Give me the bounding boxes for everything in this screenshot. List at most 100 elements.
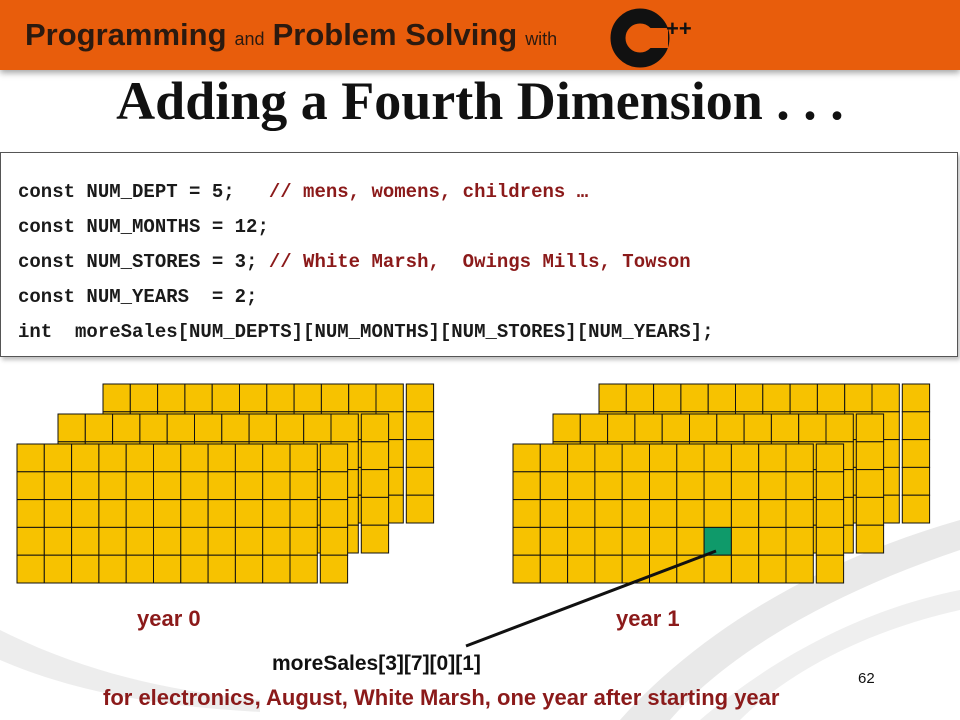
array-cell [855, 524, 885, 554]
array-cell [539, 471, 569, 501]
array-cell [43, 526, 73, 556]
array-cell [539, 554, 569, 584]
array-cell [234, 443, 264, 473]
array-cell [43, 443, 73, 473]
code-line-3: const NUM_STORES = 3; // White Marsh, Ow… [18, 251, 691, 273]
array-cell [289, 499, 318, 528]
array-cell [102, 383, 131, 413]
array-cell [855, 441, 885, 471]
array-cell [319, 443, 349, 473]
array-cell [758, 443, 787, 473]
array-cell [789, 383, 818, 413]
array-cell [594, 471, 623, 501]
array-cell [758, 554, 787, 584]
array-cell [539, 443, 569, 473]
array-cell [901, 411, 931, 441]
slide-title: Adding a Fourth Dimension . . . [116, 71, 844, 131]
array-cell [855, 469, 885, 498]
array-cell [512, 554, 541, 584]
array-cell [129, 383, 159, 413]
header-banner: Programming and Problem Solving with ++ [0, 0, 960, 70]
array-cell [676, 443, 705, 473]
array-cell [649, 499, 678, 528]
array-cell [207, 499, 236, 528]
cpp-logo-icon: ++ [610, 8, 692, 68]
array-cell [598, 383, 627, 413]
banner-word-with: with [525, 29, 558, 49]
array-cell [275, 413, 305, 443]
array-cell [785, 499, 814, 528]
banner-word-and: and [234, 29, 265, 49]
array-cell [567, 443, 596, 473]
array-cell [512, 499, 541, 528]
array-cell [405, 411, 435, 441]
array-cell [901, 466, 931, 496]
array-cell [512, 471, 541, 501]
array-cell [758, 499, 787, 528]
grid-layer-sheet [512, 443, 845, 584]
array-cell [330, 413, 359, 443]
array-cell [262, 554, 291, 584]
array-cell [707, 383, 737, 413]
array-cell [180, 526, 209, 556]
array-cell [360, 469, 390, 498]
array-cell [180, 471, 209, 501]
array-cell [360, 413, 390, 443]
code-line-2: const NUM_MONTHS = 12; [18, 216, 269, 238]
array-cell [289, 526, 318, 556]
array-cell [319, 526, 349, 556]
highlighted-cell [703, 526, 732, 556]
array-cell [71, 526, 100, 556]
array-cell [649, 471, 678, 501]
array-cell [607, 413, 636, 443]
array-cell [567, 526, 596, 556]
array-cell [16, 526, 45, 556]
array-cell [320, 383, 350, 413]
array-cell [16, 499, 45, 528]
array-cell [157, 383, 186, 413]
code-line-4: const NUM_YEARS = 2; [18, 286, 257, 308]
array-cell [139, 413, 168, 443]
array-cell [567, 499, 596, 528]
array-cell [758, 526, 787, 556]
array-cell [234, 471, 264, 501]
array-cell [207, 471, 236, 501]
array-cell [153, 471, 182, 501]
banner-word-problem-solving: Problem Solving [272, 17, 518, 52]
array-cell [166, 413, 195, 443]
array-cell [221, 413, 250, 443]
array-cell [758, 471, 787, 501]
array-cell [676, 526, 705, 556]
array-cell [234, 526, 264, 556]
grid-layer-sheet [16, 443, 349, 584]
array-cell [16, 554, 45, 584]
array-cell [180, 499, 209, 528]
array-cell [71, 443, 100, 473]
array-cell [319, 499, 349, 528]
array-cell [539, 499, 569, 528]
array-cell [735, 383, 764, 413]
array-cell [539, 526, 569, 556]
array-cell [594, 499, 623, 528]
array-cell [71, 471, 100, 501]
array-cell [625, 383, 655, 413]
array-cell [266, 383, 295, 413]
array-cell [594, 443, 623, 473]
array-cell [125, 471, 154, 501]
array-cell [289, 554, 318, 584]
array-cell [303, 413, 332, 443]
array-cell [180, 443, 209, 473]
array-cell [770, 413, 800, 443]
array-cell [405, 466, 435, 496]
array-cell [248, 413, 277, 443]
array-cell [855, 413, 885, 443]
array-cell [567, 554, 596, 584]
book-title: Programming and Problem Solving with [25, 17, 565, 53]
array-cell [844, 383, 873, 413]
background-swoosh [0, 520, 960, 720]
array-cell [785, 471, 814, 501]
array-cell [43, 471, 73, 501]
array-cell [512, 443, 541, 473]
array-cell [716, 413, 745, 443]
